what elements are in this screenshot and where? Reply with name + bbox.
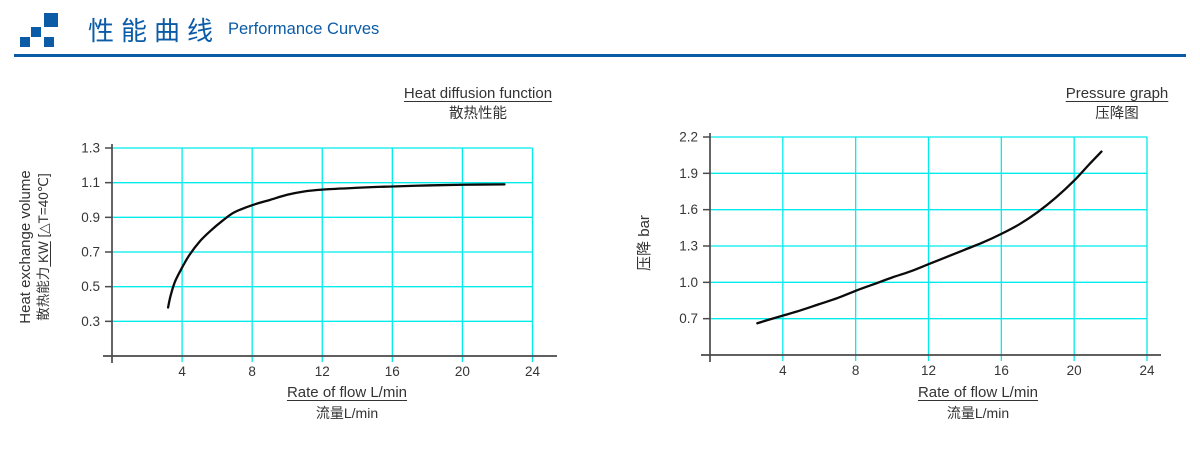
svg-text:1.3: 1.3 xyxy=(81,141,100,156)
chart-title-en: Pressure graph xyxy=(1065,85,1169,102)
svg-text:16: 16 xyxy=(385,364,400,379)
x-axis-label: Rate of flow L/min 流量L/min xyxy=(878,383,1078,422)
svg-text:1.6: 1.6 xyxy=(679,202,698,217)
logo-square xyxy=(44,13,58,27)
svg-text:1.9: 1.9 xyxy=(679,166,698,181)
svg-text:20: 20 xyxy=(455,364,470,379)
svg-text:0.7: 0.7 xyxy=(679,311,698,326)
svg-text:24: 24 xyxy=(1139,363,1155,378)
x-axis-label-en: Rate of flow L/min xyxy=(917,384,1039,401)
svg-text:8: 8 xyxy=(248,364,256,379)
page-title-zh: 性能曲线 xyxy=(88,16,221,46)
svg-text:0.5: 0.5 xyxy=(81,279,100,294)
header-divider xyxy=(14,54,1186,57)
chart-title: Pressure graph 压降图 xyxy=(997,85,1200,123)
svg-text:20: 20 xyxy=(1067,363,1082,378)
y-axis-label-zh: 散热能力 KW [△T=40℃] xyxy=(35,173,51,321)
svg-text:1.1: 1.1 xyxy=(81,175,100,190)
chart-title-zh: 散热性能 xyxy=(449,105,507,122)
svg-text:2.2: 2.2 xyxy=(679,130,698,145)
svg-text:12: 12 xyxy=(921,363,936,378)
x-axis-label-zh: 流量L/min xyxy=(315,404,379,421)
x-axis-label-zh: 流量L/min xyxy=(946,404,1010,421)
company-logo-icon xyxy=(0,0,70,50)
svg-text:0.3: 0.3 xyxy=(81,314,100,329)
svg-text:0.7: 0.7 xyxy=(81,245,100,260)
logo-square xyxy=(20,37,30,47)
page-title-en: Performance Curves xyxy=(228,20,380,38)
svg-text:4: 4 xyxy=(779,363,787,378)
chart-title: Heat diffusion function 散热性能 xyxy=(357,85,599,123)
y-axis-label: Heat exchange volume 散热能力 KW [△T=40℃] xyxy=(17,112,59,382)
chart-title-en: Heat diffusion function xyxy=(403,85,553,102)
svg-text:8: 8 xyxy=(852,363,860,378)
logo-square xyxy=(44,37,54,47)
chart-title-zh: 压降图 xyxy=(1095,105,1139,122)
svg-text:12: 12 xyxy=(315,364,330,379)
heat-diffusion-plot-area: 0.3 0.5 0.7 0.9 1.1 1.3 4 8 12 16 20 24 xyxy=(81,141,557,379)
svg-text:24: 24 xyxy=(525,364,541,379)
y-axis-label-en: Heat exchange volume xyxy=(17,170,34,324)
svg-text:1.0: 1.0 xyxy=(679,275,698,290)
svg-text:4: 4 xyxy=(178,364,186,379)
pressure-plot-area: 0.7 1.0 1.3 1.6 1.9 2.2 4 8 12 16 20 24 xyxy=(679,130,1161,378)
svg-text:16: 16 xyxy=(994,363,1009,378)
logo-square xyxy=(31,27,41,37)
svg-text:1.3: 1.3 xyxy=(679,239,698,254)
x-axis-label: Rate of flow L/min 流量L/min xyxy=(247,383,447,422)
x-axis-label-en: Rate of flow L/min xyxy=(286,384,408,401)
svg-text:0.9: 0.9 xyxy=(81,210,100,225)
